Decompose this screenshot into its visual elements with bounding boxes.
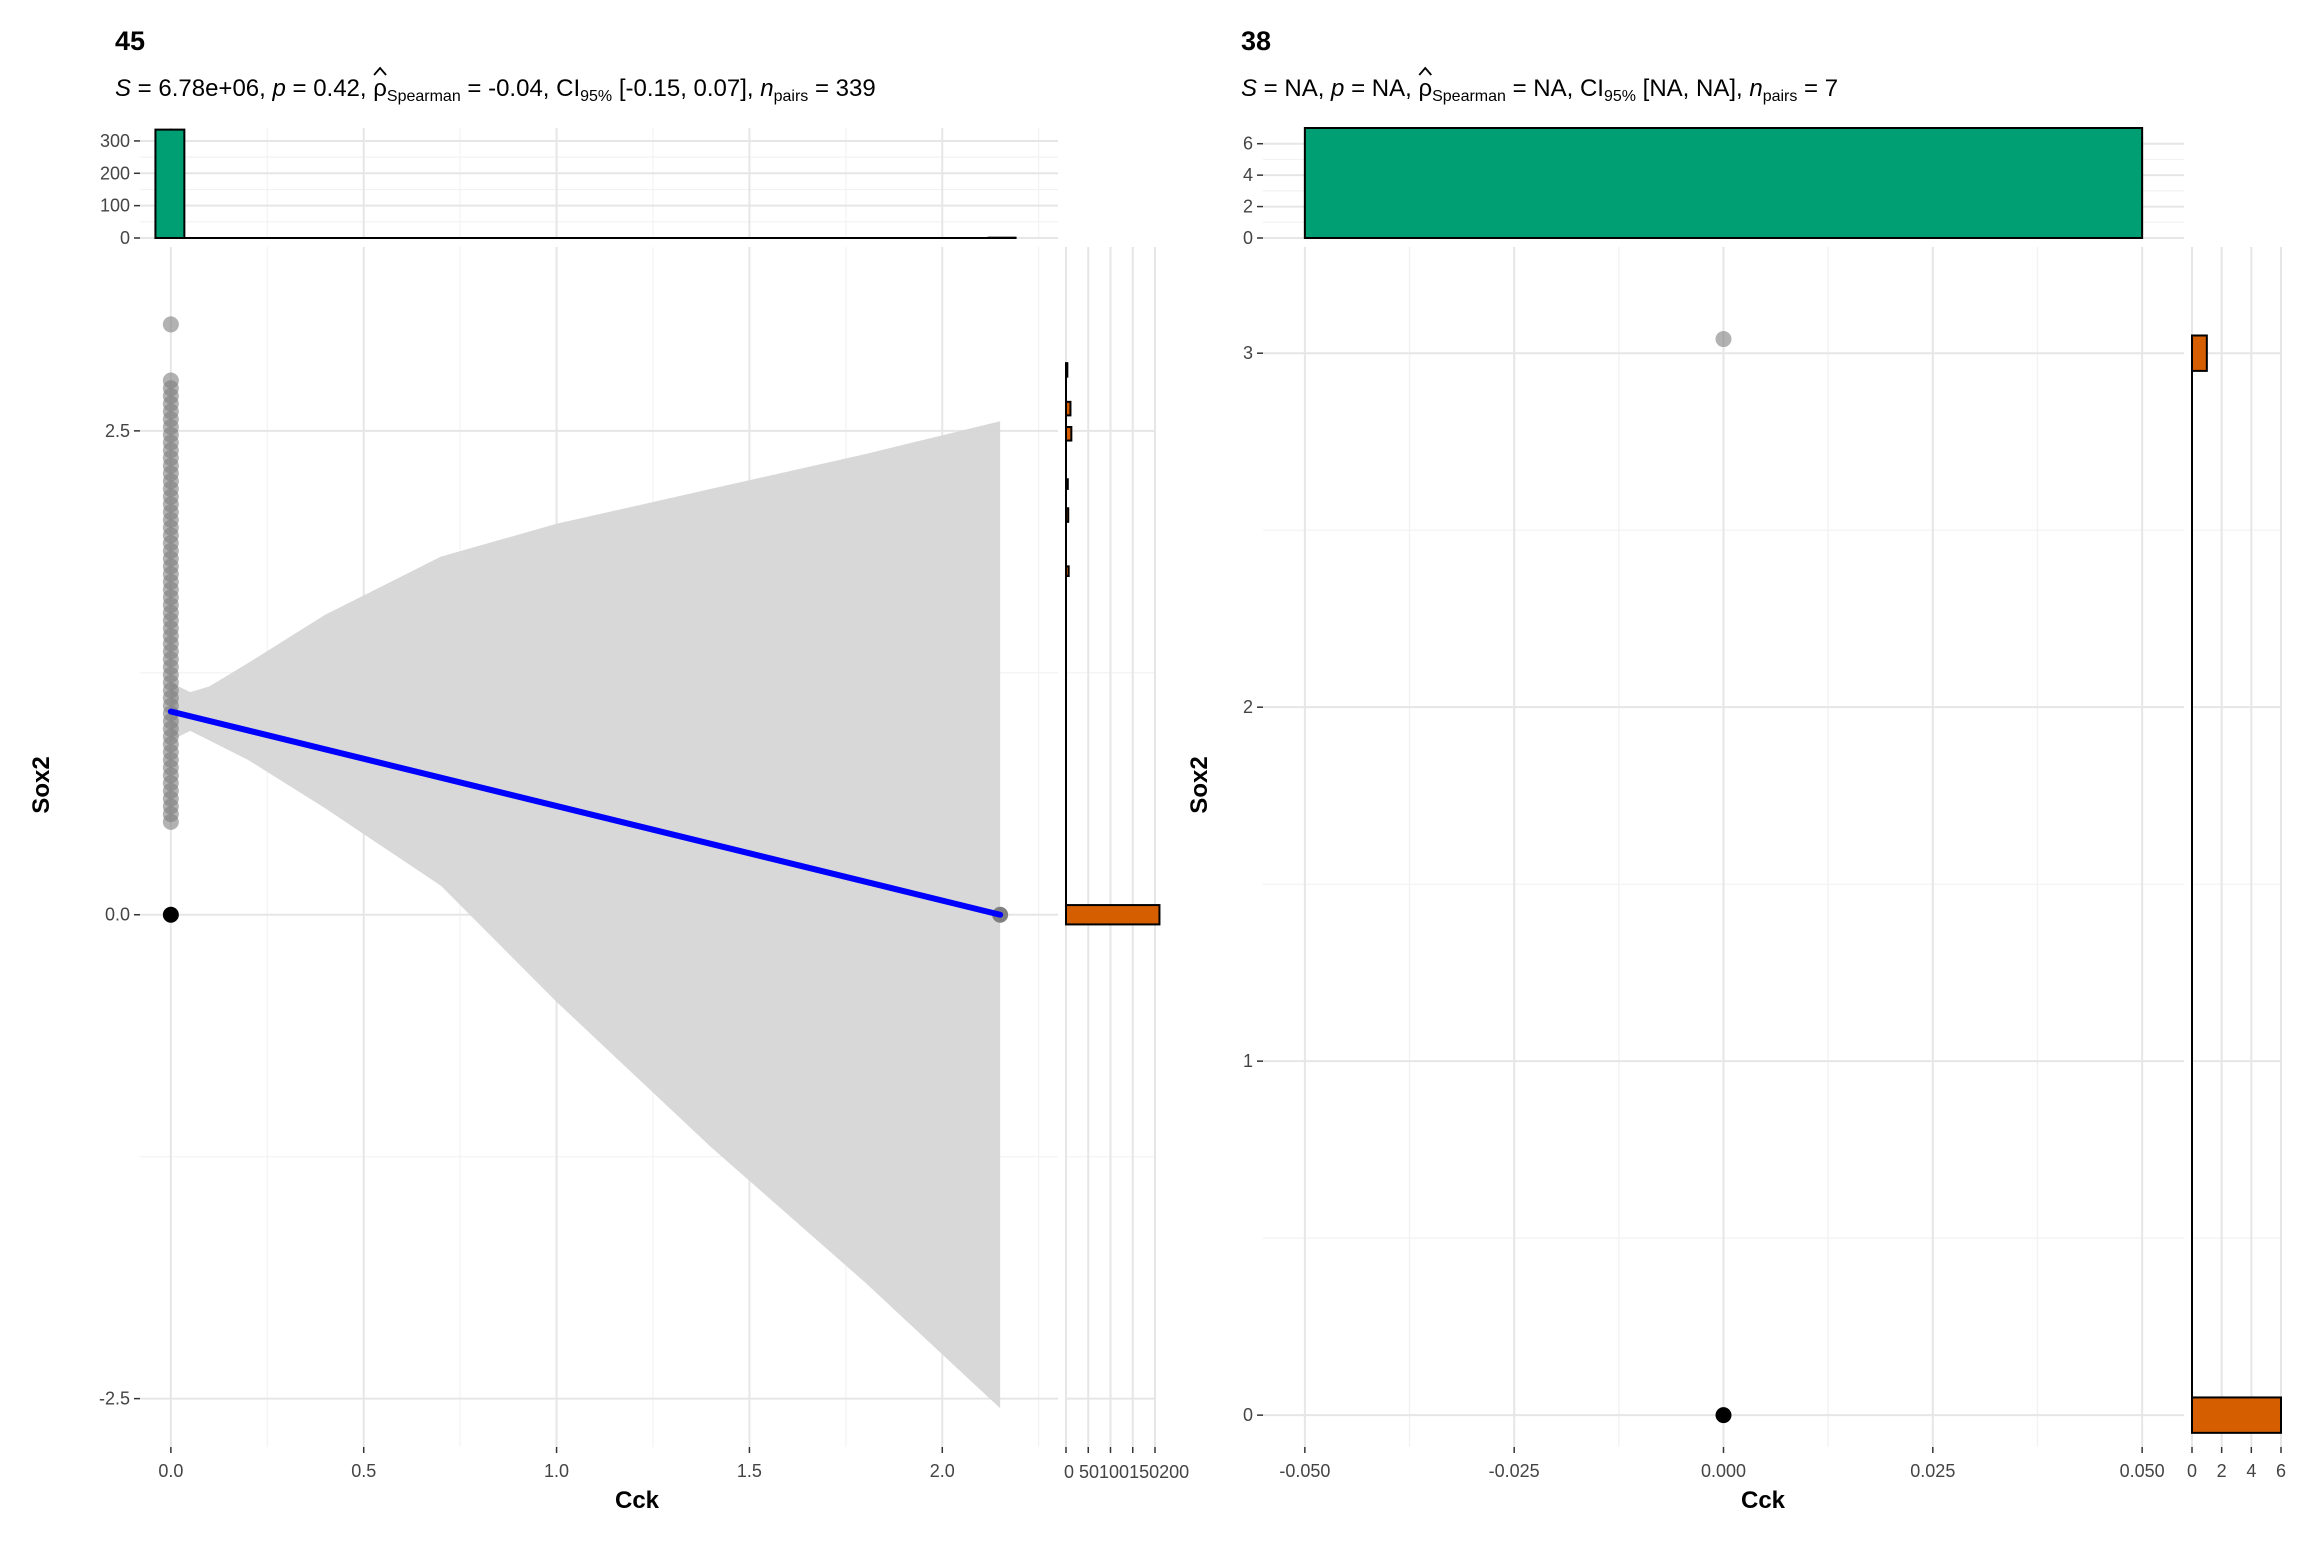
y-tick-label: 100 [100,196,130,216]
histogram-bar [1066,479,1068,489]
x-axis-title: Cck [1741,1487,1786,1514]
histogram-bar [1305,128,2142,238]
x-tick-label: -0.050 [1279,1461,1330,1481]
panel-left: 45 S = 6.78e+06, p = 0.42, ρSpearman = -… [28,26,1189,1514]
scatter-plot-area: -0.050 -0.025 0.000 0.025 0.050 0 1 2 3 [1243,247,2184,1481]
histogram-bar [1066,566,1069,576]
data-point [163,907,179,923]
right-hist-x-tick-labels: 0 50100150200 [1064,1462,1189,1482]
rho-hat [1419,68,1431,75]
y-tick-label: 2 [1243,197,1253,217]
panel-tag: 38 [1241,26,1271,56]
data-point [163,814,179,830]
y-tick-label: -2.5 [99,1389,130,1409]
x-tick-label: 0.025 [1910,1461,1955,1481]
y-tick-label: 0 [120,228,130,248]
data-point [163,316,179,332]
y-tick-label: 300 [100,131,130,151]
x-tick-label: 0.050 [2120,1461,2165,1481]
histogram-bar [1066,508,1068,522]
x-tick-label: 2 [2217,1461,2227,1481]
panel-subtitle: S = NA, p = NA, ρSpearman = NA, CI95% [N… [1241,75,1838,105]
x-tick-label: 1.0 [544,1461,569,1481]
x-tick-label: 0 [2187,1461,2197,1481]
x-axis-title: Cck [615,1487,660,1514]
x-tick-label: 2.0 [930,1461,955,1481]
data-point [1716,1407,1732,1423]
histogram-bar [1066,905,1159,924]
top-marginal-histogram: 0 100 200 300 [100,128,1058,248]
x-tick-label: 0.0 [158,1461,183,1481]
top-marginal-histogram: 0 2 4 6 [1243,128,2184,248]
data-point [1716,331,1732,347]
x-tick-label: 0.5 [351,1461,376,1481]
y-tick-label: 6 [1243,134,1253,154]
y-tick-label: 2 [1243,697,1253,717]
histogram-bar [155,130,184,238]
x-tick-label: 6 [2276,1461,2286,1481]
y-tick-label: 4 [1243,165,1253,185]
x-tick-label: -0.025 [1489,1461,1540,1481]
scatter-plot-area: 0.0 0.5 1.0 1.5 2.0 -2.5 0.0 2.5 [99,247,1058,1481]
y-axis-title: Sox2 [1186,756,1213,813]
panel-subtitle: S = 6.78e+06, p = 0.42, ρSpearman = -0.0… [115,75,876,105]
histogram-bar [1066,427,1071,441]
x-tick-label: 1.5 [737,1461,762,1481]
y-tick-label: 2.5 [105,421,130,441]
rho-hat [374,68,386,75]
panel-right: 38 S = NA, p = NA, ρSpearman = NA, CI95%… [1186,26,2286,1514]
y-tick-label: 0 [1243,1405,1253,1425]
histogram-bar [1066,402,1070,416]
y-tick-label: 1 [1243,1051,1253,1071]
x-tick-label: 4 [2246,1461,2256,1481]
y-tick-label: 0 [1243,228,1253,248]
y-tick-label: 0.0 [105,905,130,925]
histogram-bar [1066,363,1067,377]
y-tick-label: 3 [1243,343,1253,363]
y-tick-label: 200 [100,163,130,183]
y-axis-title: Sox2 [28,756,55,813]
histogram-bar [2192,335,2207,370]
histogram-bar [2192,1397,2281,1432]
panel-tag: 45 [115,26,145,56]
right-marginal-histogram [1066,247,1159,1453]
x-tick-label: 0.000 [1701,1461,1746,1481]
